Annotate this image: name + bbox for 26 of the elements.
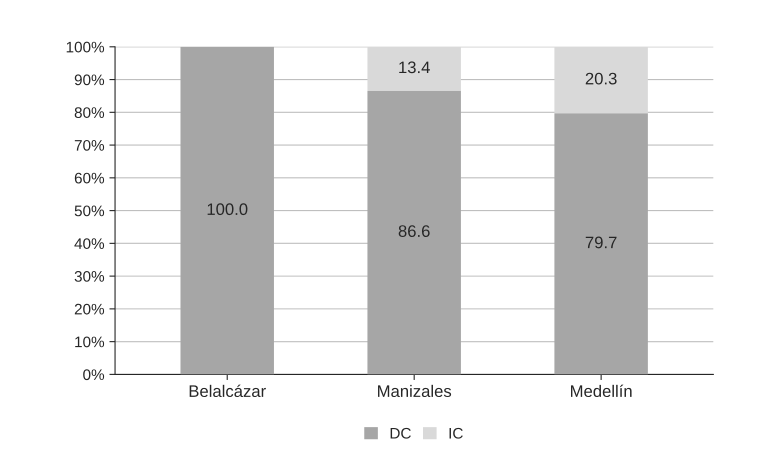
y-tick-label: 100% (66, 42, 104, 52)
y-tick-label: 0% (83, 369, 104, 380)
y-tick-label: 20% (74, 304, 104, 315)
bar (554, 46, 648, 114)
y-tick-label: 50% (74, 205, 104, 216)
y-tick-label: 90% (74, 74, 104, 86)
legend-label: DC (390, 428, 411, 439)
y-tick-label: 10% (75, 336, 104, 348)
x-tick-label: Manizales (378, 384, 452, 398)
y-tick-label: 40% (74, 238, 104, 250)
y-tick-label: 30% (74, 270, 104, 282)
bar (554, 113, 648, 374)
data-label: 20.3 (586, 72, 617, 85)
data-label: 13.4 (399, 61, 430, 74)
y-tick-label: 60% (74, 172, 104, 184)
data-label: 86.6 (398, 225, 430, 238)
bar (180, 46, 274, 374)
legend-label: IC (450, 428, 463, 439)
x-tick-label: Belalcázar (190, 384, 266, 398)
y-tick-label: 70% (74, 140, 104, 151)
y-tick-label: 80% (74, 107, 104, 118)
data-label: 100.0 (208, 203, 248, 216)
data-label: 79.7 (586, 236, 617, 248)
bar (367, 90, 461, 374)
bar (367, 46, 461, 91)
x-tick-label: Medellín (571, 384, 632, 398)
